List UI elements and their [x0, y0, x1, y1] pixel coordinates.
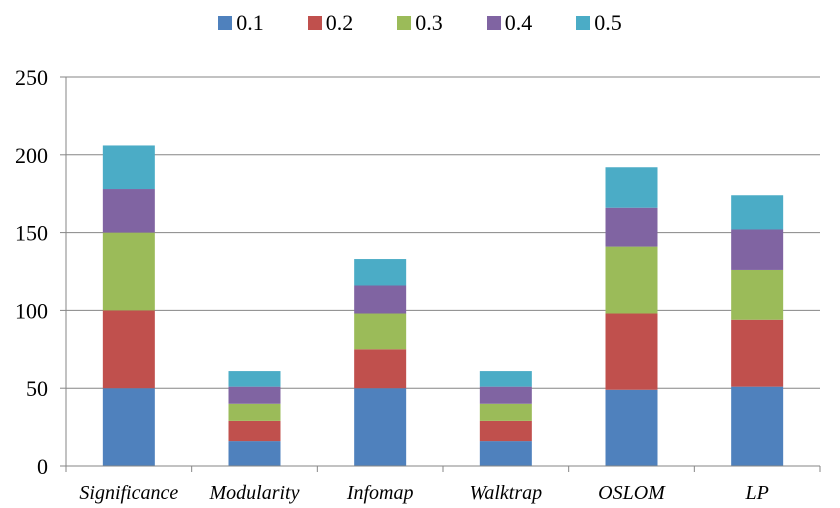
bar-segment	[228, 420, 281, 442]
legend-label: 0.3	[415, 10, 443, 35]
bar-segment	[479, 441, 532, 466]
bar-segment	[731, 386, 784, 466]
legend-label: 0.2	[325, 10, 354, 35]
bar-segment	[479, 386, 532, 404]
bar-segment	[731, 319, 784, 387]
bar-segment	[605, 313, 658, 390]
chart-legend: 0.1 0.2 0.3 0.4 0.5	[0, 8, 840, 38]
bar-segment	[479, 420, 532, 442]
legend-swatch	[486, 16, 501, 30]
gridlines	[66, 76, 820, 389]
bar-segment	[102, 232, 155, 311]
y-tick-label: 200	[15, 143, 48, 168]
legend-swatch	[218, 16, 233, 30]
bar-segment	[228, 386, 281, 404]
y-tick-label: 250	[15, 65, 48, 90]
legend-item: 0.3	[397, 8, 443, 38]
bar-segment	[354, 285, 407, 314]
bar-segment	[731, 195, 784, 230]
bar-segment	[102, 388, 155, 466]
bar-segment	[731, 229, 784, 270]
bar-segment	[102, 145, 155, 190]
axes	[60, 76, 821, 472]
legend-swatch	[307, 16, 322, 30]
legend-label: 0.1	[236, 10, 264, 35]
bar-segment	[605, 389, 658, 466]
bar-segment	[354, 388, 407, 466]
bar-segment	[228, 371, 281, 387]
bar-segment	[354, 349, 407, 389]
category-label: OSLOM	[598, 482, 666, 504]
bar-segment	[228, 403, 281, 421]
bar-segment	[731, 269, 784, 320]
legend-swatch	[397, 16, 412, 30]
legend-item: 0.2	[307, 8, 354, 38]
legend-swatch	[576, 16, 591, 30]
legend-label: 0.4	[504, 10, 533, 35]
bar-segment	[605, 167, 658, 208]
bar-segment	[605, 207, 658, 247]
legend-label: 0.5	[594, 10, 622, 35]
category-label: LP	[744, 482, 768, 504]
legend-item: 0.5	[576, 8, 622, 38]
bar-segment	[479, 403, 532, 421]
y-tick-labels: 0 50 100 150 200 250	[15, 65, 48, 479]
bar-stacks	[102, 145, 784, 466]
category-label: Significance	[79, 482, 178, 504]
bar-segment	[605, 246, 658, 314]
category-label: Modularity	[209, 482, 300, 504]
category-label: Infomap	[346, 482, 414, 504]
bar-segment	[228, 441, 281, 466]
y-tick-label: 100	[15, 298, 48, 323]
legend-item: 0.1	[218, 8, 264, 38]
bar-segment	[354, 313, 407, 350]
category-label: Walktrap	[470, 482, 543, 504]
y-tick-label: 150	[15, 221, 48, 246]
category-labels: Significance Modularity Infomap Walktrap OSL…	[79, 482, 768, 504]
y-tick-label: 0	[37, 454, 48, 479]
bar-segment	[479, 371, 532, 387]
bar-segment	[102, 189, 155, 233]
legend-item: 0.4	[486, 8, 533, 38]
bar-segment	[102, 310, 155, 389]
bar-segment	[354, 259, 407, 286]
y-tick-label: 50	[26, 376, 48, 401]
